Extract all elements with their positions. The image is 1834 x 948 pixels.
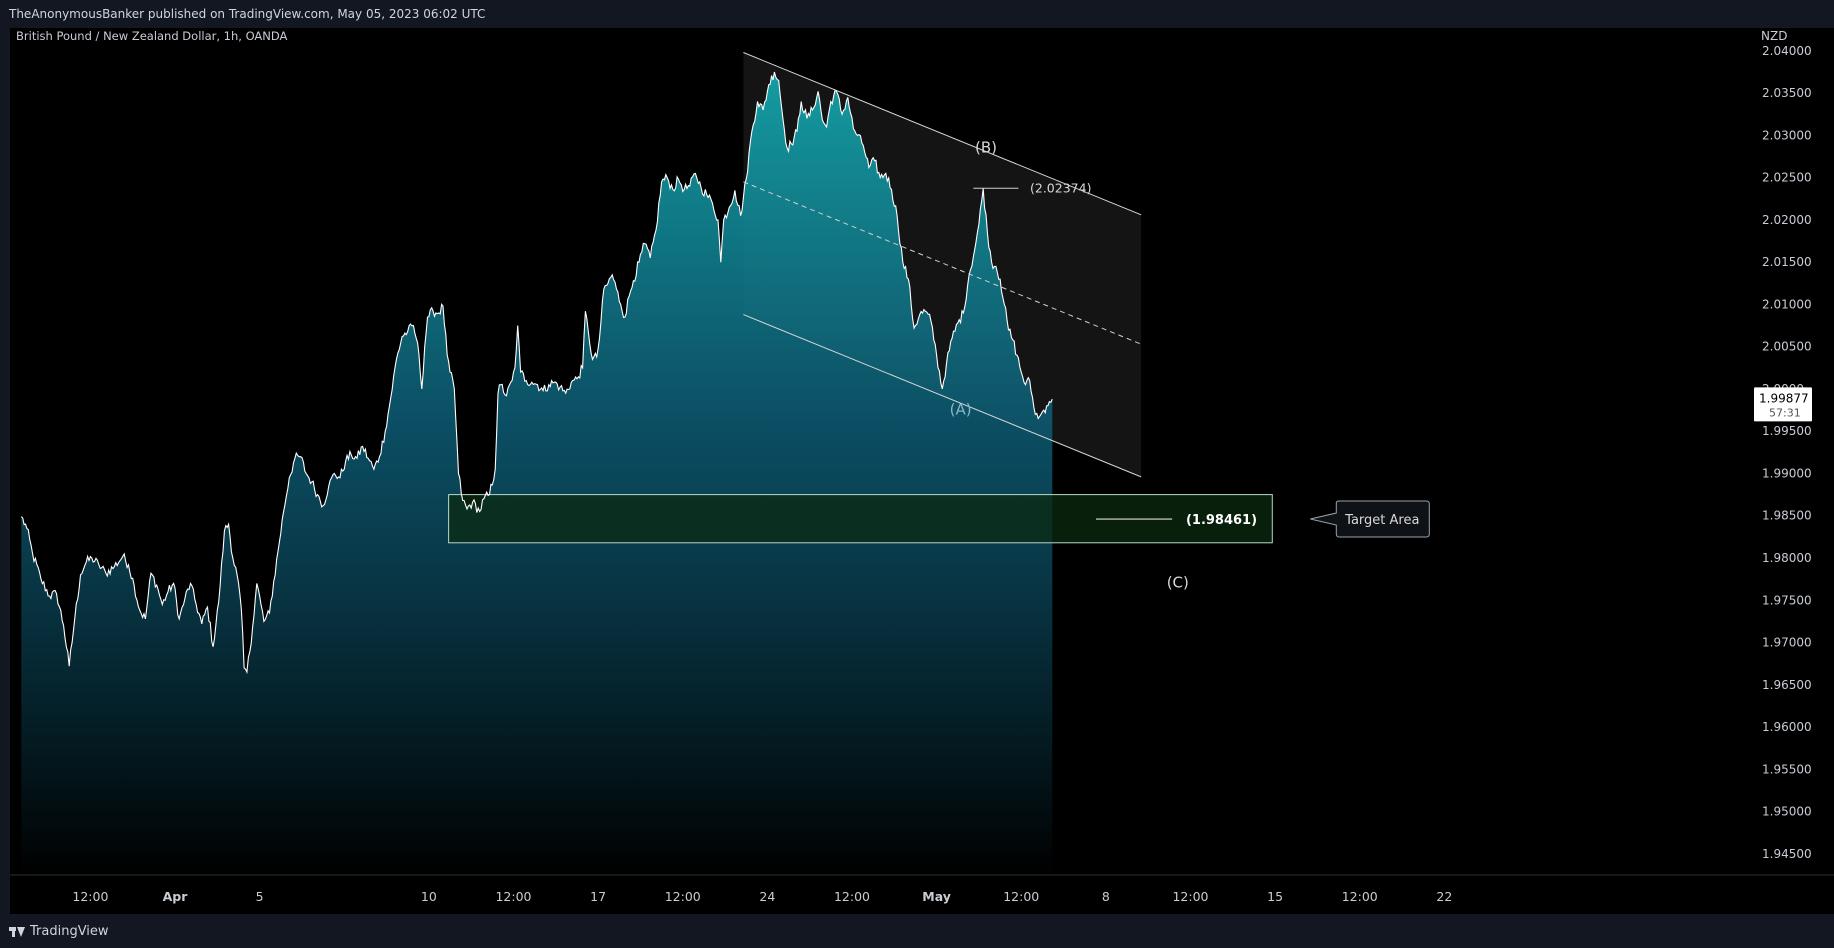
wave-c-label: (C) (1167, 574, 1189, 592)
y-tick-label: 1.98000 (1762, 551, 1812, 565)
x-tick-label: 12:00 (834, 889, 870, 904)
x-tick-label: 12:00 (495, 889, 531, 904)
y-tick-label: 2.02500 (1762, 171, 1812, 185)
top-bar: TheAnonymousBanker published on TradingV… (0, 0, 1834, 28)
y-tick-label: 2.03000 (1762, 128, 1812, 142)
channel-lower-line (743, 314, 1142, 478)
last-price-value: 1.99877 (1759, 391, 1809, 405)
brand[interactable]: TradingView (9, 924, 109, 939)
y-tick-label: 1.98500 (1762, 509, 1812, 523)
target-area-callout (1310, 500, 1430, 538)
currency-label: NZD (1761, 29, 1787, 43)
target-area-callout-label: Target Area (1344, 513, 1419, 528)
y-tick-label: 1.94500 (1762, 847, 1812, 861)
x-tick-label: 22 (1436, 889, 1452, 904)
x-tick-label: 12:00 (1172, 889, 1208, 904)
wave-b-label: (B) (975, 138, 997, 156)
y-tick-label: 2.00500 (1762, 340, 1812, 354)
wave-b-level-label: (2.02374) (1030, 180, 1091, 195)
tradingview-logo-icon (9, 926, 25, 937)
y-tick-label: 2.04000 (1762, 44, 1812, 58)
x-tick-label: 15 (1267, 889, 1283, 904)
x-tick-label: 8 (1102, 889, 1110, 904)
price-chart[interactable]: (A) (B) (C) (2.02374) (1.98461) Target Area Br… (10, 28, 1834, 914)
y-tick-label: 1.95500 (1762, 762, 1812, 776)
brand-name: TradingView (30, 924, 109, 939)
channel-upper-line (743, 52, 1142, 216)
y-tick-label: 1.97500 (1762, 593, 1812, 607)
target-level-label: (1.98461) (1186, 513, 1257, 528)
y-tick-label: 1.95000 (1762, 805, 1812, 819)
chart-title: British Pound / New Zealand Dollar, 1h, … (16, 29, 288, 43)
y-tick-label: 1.96500 (1762, 678, 1812, 692)
y-tick-label: 2.02000 (1762, 213, 1812, 227)
chart-frame: (A) (B) (C) (2.02374) (1.98461) Target Area Br… (10, 28, 1834, 914)
x-tick-label: May (922, 889, 951, 904)
y-tick-label: 1.99500 (1762, 424, 1812, 438)
y-tick-label: 1.99000 (1762, 466, 1812, 480)
y-tick-label: 1.96000 (1762, 720, 1812, 734)
x-tick-label: 12:00 (1342, 889, 1378, 904)
x-tick-label: 17 (590, 889, 606, 904)
y-tick-label: 2.03500 (1762, 86, 1812, 100)
publisher-line: TheAnonymousBanker published on TradingV… (9, 7, 486, 21)
y-tick-label: 1.97000 (1762, 636, 1812, 650)
x-tick-label: Apr (163, 889, 189, 904)
wave-a-label: (A) (950, 400, 972, 418)
y-tick-label: 2.01000 (1762, 297, 1812, 311)
x-tick-label: 24 (759, 889, 775, 904)
price-area (21, 72, 1053, 875)
price-line (20, 71, 1053, 675)
last-price-badge (1754, 387, 1812, 422)
x-tick-label: 12:00 (1003, 889, 1039, 904)
x-tick-label: 12:00 (665, 889, 701, 904)
x-tick-label: 5 (256, 889, 264, 904)
x-tick-label: 12:00 (72, 889, 108, 904)
x-tick-label: 10 (421, 889, 437, 904)
bottom-bar: TradingView (0, 914, 1834, 948)
bar-countdown: 57:31 (1769, 406, 1801, 419)
y-tick-label: 2.01500 (1762, 255, 1812, 269)
